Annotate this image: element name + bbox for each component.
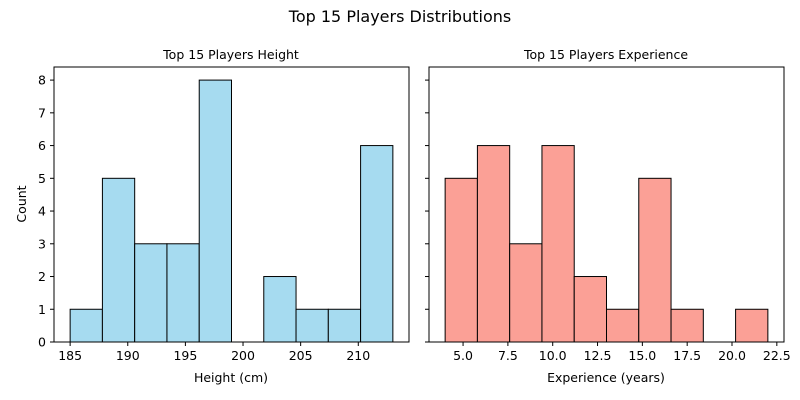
experience-x-tick-label: 17.5	[673, 348, 701, 363]
figure-title: Top 15 Players Distributions	[288, 7, 511, 26]
height-y-tick-label: 8	[38, 73, 46, 88]
experience-x-tick-label: 10.0	[539, 348, 567, 363]
height-bar	[295, 308, 329, 343]
experience-x-tick-label: 7.5	[498, 348, 518, 363]
height-y-tick-label: 2	[38, 269, 46, 284]
height-x-tick-label: 205	[289, 348, 313, 363]
experience-bar	[509, 243, 543, 343]
experience-x-tick-label: 22.5	[763, 348, 791, 363]
height-x-tick-label: 210	[346, 348, 370, 363]
experience-bar	[606, 308, 640, 343]
height-y-tick-label: 1	[38, 302, 46, 317]
experience-histogram-panel: Top 15 Players Experience Experience (ye…	[425, 47, 791, 385]
height-y-tick-label: 0	[38, 335, 46, 350]
height-y-tick-label: 5	[38, 171, 46, 186]
experience-bar	[638, 177, 672, 343]
height-bar	[327, 308, 362, 343]
height-x-tick-label: 185	[58, 348, 82, 363]
height-bar	[166, 243, 200, 343]
experience-bar	[735, 308, 769, 343]
height-y-tick-label: 3	[38, 236, 46, 251]
height-bar	[198, 79, 233, 343]
height-x-tick-label: 195	[173, 348, 197, 363]
experience-chart-title: Top 15 Players Experience	[523, 47, 688, 62]
height-x-tick-label: 190	[116, 348, 140, 363]
experience-bar	[573, 276, 608, 343]
experience-bar	[444, 177, 478, 343]
experience-bar	[670, 308, 704, 343]
experience-x-tick-label: 20.0	[718, 348, 746, 363]
height-histogram-panel: Top 15 Players Height Height (cm) Count …	[14, 47, 410, 385]
height-y-tick-label: 4	[38, 204, 46, 219]
height-x-tick-label: 200	[231, 348, 255, 363]
height-bar	[134, 243, 168, 343]
height-x-axis-label: Height (cm)	[194, 370, 268, 385]
experience-bar	[541, 145, 575, 343]
height-bar	[69, 308, 103, 343]
experience-bar	[476, 145, 511, 343]
experience-x-tick-label: 15.0	[628, 348, 656, 363]
height-bar	[360, 145, 394, 343]
experience-x-tick-label: 5.0	[453, 348, 473, 363]
experience-x-tick-label: 12.5	[584, 348, 612, 363]
height-bar	[263, 276, 297, 343]
height-y-tick-label: 6	[38, 138, 46, 153]
experience-x-axis-label: Experience (years)	[547, 370, 665, 385]
count-y-axis-label: Count	[14, 185, 29, 222]
height-plot-frame	[53, 66, 410, 343]
experience-plot-frame	[428, 66, 785, 343]
height-bar	[101, 177, 136, 343]
height-y-tick-label: 7	[38, 105, 46, 120]
height-chart-title: Top 15 Players Height	[162, 47, 299, 62]
